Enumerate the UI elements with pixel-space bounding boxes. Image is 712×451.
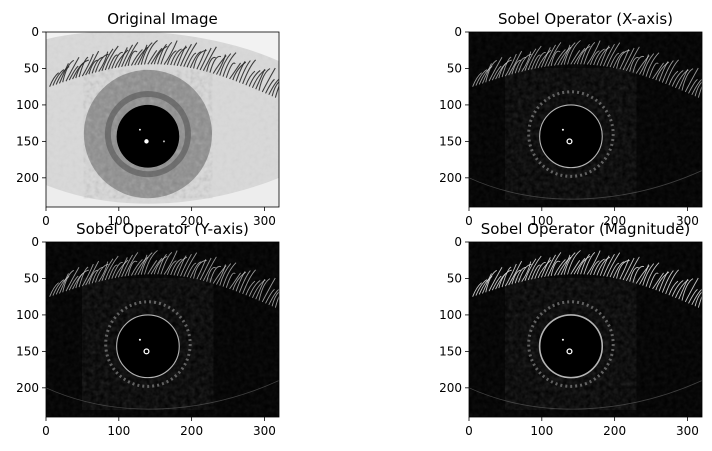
axes-frame	[45, 241, 280, 418]
specular-highlight	[144, 139, 149, 144]
y-tick-label: 200	[439, 381, 462, 395]
pupil-ring	[538, 314, 604, 379]
x-tick-label: 0	[465, 214, 473, 228]
x-tick-label: 100	[530, 424, 553, 438]
brow-skin	[46, 32, 279, 62]
pupil-ring	[539, 104, 603, 169]
collarette-edges	[527, 90, 615, 178]
y-tick-label: 50	[447, 61, 462, 75]
y-tick-label: 200	[16, 171, 39, 185]
highlight-edge	[566, 138, 573, 145]
image-original	[46, 32, 279, 207]
x-tick-label: 100	[530, 214, 553, 228]
specular-dot	[561, 128, 564, 131]
eyelash-edges	[49, 250, 279, 308]
specular-dot	[561, 338, 564, 341]
x-tick-label: 300	[253, 214, 276, 228]
x-tick-label: 100	[107, 214, 130, 228]
image-sobel-y	[46, 242, 279, 417]
specular-dot	[139, 128, 141, 131]
y-tick-label: 100	[16, 308, 39, 322]
y-tick-label: 200	[16, 381, 39, 395]
x-tick-label: 100	[107, 424, 130, 438]
y-tick-label: 100	[439, 308, 462, 322]
y-tick-label: 0	[454, 235, 462, 249]
x-tick-label: 200	[603, 424, 626, 438]
panel-sobel-x: 0 100 200 300 0 50 100 150 200	[439, 25, 703, 228]
eyelash-edges	[472, 250, 702, 308]
x-tick-label: 300	[253, 424, 276, 438]
specular-dot	[138, 338, 141, 341]
iris-collarette	[104, 90, 191, 178]
specular-dot	[162, 140, 165, 143]
y-tick-label: 100	[16, 98, 39, 112]
axes-frame	[468, 241, 703, 418]
image-sobel-mag	[469, 242, 702, 417]
panel-original: 0 100 200 300 0 50 100 150 200	[16, 25, 280, 228]
panel-title: Sobel Operator (Magnitude)	[481, 220, 690, 238]
panel-title: Sobel Operator (Y-axis)	[76, 220, 249, 238]
panel-title: Original Image	[107, 10, 217, 28]
y-tick-label: 150	[16, 344, 39, 358]
y-tick-label: 150	[439, 344, 462, 358]
y-tick-label: 0	[31, 235, 39, 249]
lower-lid-edge	[46, 380, 279, 410]
eyelashes	[49, 40, 279, 98]
collarette-edges	[527, 300, 615, 388]
lower-lid-edge	[469, 380, 702, 410]
x-tick-label: 0	[465, 424, 473, 438]
lower-lid-edge	[469, 170, 702, 200]
x-tick-label: 300	[676, 214, 699, 228]
y-tick-label: 50	[447, 271, 462, 285]
x-tick-label: 300	[676, 424, 699, 438]
pupil	[116, 104, 180, 168]
collarette-edges	[104, 300, 192, 388]
panel-title: Sobel Operator (X-axis)	[498, 10, 673, 28]
y-tick-label: 100	[439, 98, 462, 112]
highlight-edge	[566, 348, 573, 355]
y-tick-label: 0	[31, 25, 39, 39]
y-tick-label: 150	[16, 134, 39, 148]
y-tick-label: 50	[24, 61, 39, 75]
axes-frame	[45, 31, 280, 208]
panel-sobel-y: 0 100 200 300 0 50 100 150 200	[16, 235, 280, 438]
lower-lid	[46, 177, 279, 207]
y-tick-label: 0	[454, 25, 462, 39]
x-tick-label: 0	[42, 424, 50, 438]
panel-sobel-mag: 0 100 200 300 0 50 100 150 200	[439, 235, 703, 438]
axes-frame	[468, 31, 703, 208]
y-tick-label: 200	[439, 171, 462, 185]
y-tick-label: 50	[24, 271, 39, 285]
x-tick-label: 200	[180, 424, 203, 438]
image-sobel-x	[469, 32, 702, 207]
x-tick-label: 200	[180, 214, 203, 228]
x-tick-label: 200	[603, 214, 626, 228]
pupil-ring	[116, 314, 180, 379]
highlight-edge	[143, 348, 150, 355]
x-tick-label: 0	[42, 214, 50, 228]
eyelash-edges	[472, 40, 702, 98]
y-tick-label: 150	[439, 134, 462, 148]
